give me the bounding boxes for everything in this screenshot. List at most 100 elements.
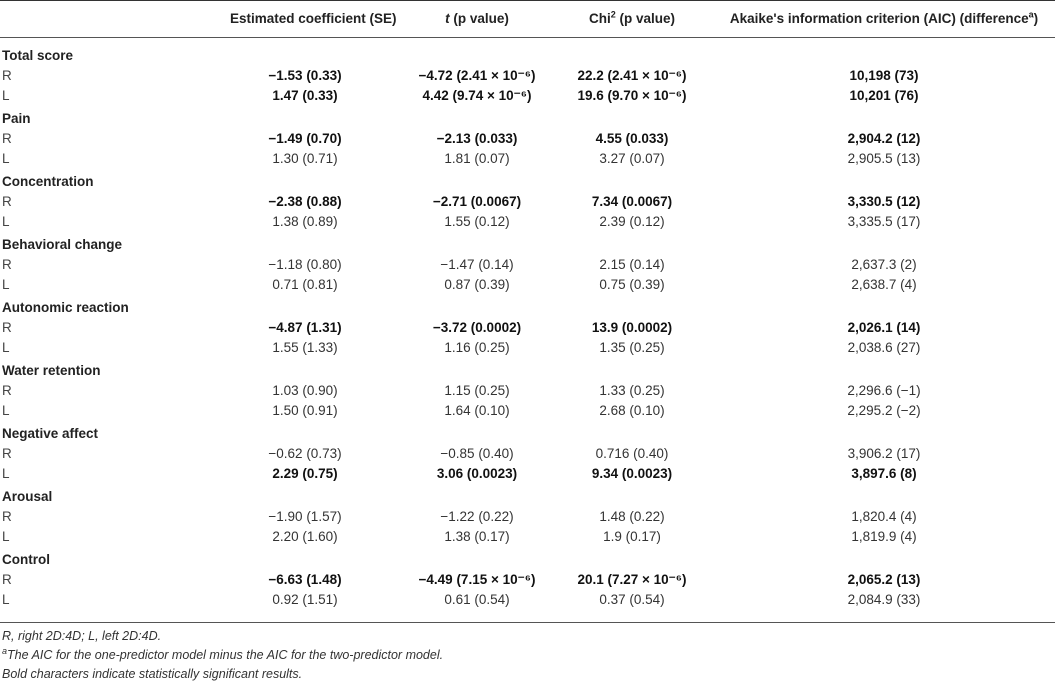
header-chi-pre: Chi <box>588 11 611 26</box>
section-title: Control <box>2 552 50 567</box>
chi-square-cell: 9.34 (0.0023) <box>591 466 673 481</box>
aic-cell: 2,038.6 (27) <box>847 340 921 355</box>
header-chi-sup: 2 <box>610 9 616 20</box>
aic-cell: 2,026.1 (14) <box>847 320 921 335</box>
coefficient-cell: −1.49 (0.70) <box>268 131 342 146</box>
section-title: Concentration <box>2 174 94 189</box>
coefficient-cell: −6.63 (1.48) <box>268 572 342 587</box>
coefficient-cell: −1.53 (0.33) <box>268 68 342 83</box>
coefficient-cell: 1.55 (1.33) <box>272 340 338 355</box>
row-label: R <box>2 194 12 209</box>
chi-square-cell: 1.33 (0.25) <box>599 383 665 398</box>
row-label: L <box>2 151 10 166</box>
aic-cell: 10,198 (73) <box>849 68 919 83</box>
row-label: R <box>2 131 12 146</box>
t-value-cell: 1.38 (0.17) <box>444 529 510 544</box>
table-bottom-rule <box>0 622 1055 623</box>
chi-square-cell: 2.15 (0.14) <box>599 257 665 272</box>
header-chi-post: (p value) <box>615 11 676 26</box>
aic-cell: 1,820.4 (4) <box>851 509 917 524</box>
aic-cell: 1,819.9 (4) <box>851 529 917 544</box>
aic-cell: 2,638.7 (4) <box>851 277 917 292</box>
row-label: R <box>2 446 12 461</box>
chi-square-cell: 22.2 (2.41 × 10⁻⁶) <box>577 68 687 83</box>
section-title: Behavioral change <box>2 237 123 252</box>
aic-cell: 2,296.6 (−1) <box>847 383 921 398</box>
coefficient-cell: −1.18 (0.80) <box>268 257 342 272</box>
row-label: R <box>2 509 12 524</box>
header-t-rest: (p value) <box>449 11 509 26</box>
chi-square-cell: 2.39 (0.12) <box>599 214 665 229</box>
header-aic: Akaike's information criterion (AIC) (di… <box>713 10 1055 28</box>
row-label: L <box>2 529 10 544</box>
row-label: R <box>2 383 12 398</box>
table-top-rule <box>0 0 1055 1</box>
t-value-cell: 4.42 (9.74 × 10⁻⁶) <box>422 88 532 103</box>
aic-cell: 2,904.2 (12) <box>847 131 921 146</box>
chi-square-cell: 4.55 (0.033) <box>595 131 669 146</box>
row-label: L <box>2 88 10 103</box>
chi-square-cell: 2.68 (0.10) <box>599 403 665 418</box>
coefficient-cell: −0.62 (0.73) <box>268 446 342 461</box>
t-value-cell: −2.13 (0.033) <box>436 131 518 146</box>
chi-square-cell: 20.1 (7.27 × 10⁻⁶) <box>577 572 687 587</box>
row-label: R <box>2 68 12 83</box>
header-rule <box>0 37 1055 38</box>
row-label: R <box>2 572 12 587</box>
t-value-cell: 0.87 (0.39) <box>444 277 510 292</box>
row-label: L <box>2 277 10 292</box>
coefficient-cell: 1.03 (0.90) <box>272 383 338 398</box>
chi-square-cell: 1.48 (0.22) <box>599 509 665 524</box>
t-value-cell: −4.49 (7.15 × 10⁻⁶) <box>418 572 536 587</box>
coefficient-cell: 1.38 (0.89) <box>272 214 338 229</box>
section-title: Pain <box>2 111 31 126</box>
aic-cell: 2,295.2 (−2) <box>847 403 921 418</box>
coefficient-cell: 2.20 (1.60) <box>272 529 338 544</box>
header-estimated-coefficient: Estimated coefficient (SE) <box>230 11 397 26</box>
coefficient-cell: 0.71 (0.81) <box>272 277 338 292</box>
row-label: L <box>2 403 10 418</box>
row-label: R <box>2 257 12 272</box>
t-value-cell: −0.85 (0.40) <box>440 446 514 461</box>
header-aic-close: ) <box>1033 11 1039 26</box>
aic-cell: 2,084.9 (33) <box>847 592 921 607</box>
coefficient-cell: 1.47 (0.33) <box>272 88 338 103</box>
coefficient-cell: −1.90 (1.57) <box>268 509 342 524</box>
coefficient-cell: 1.50 (0.91) <box>272 403 338 418</box>
t-value-cell: 0.61 (0.54) <box>444 592 510 607</box>
t-value-cell: 1.15 (0.25) <box>444 383 510 398</box>
chi-square-cell: 1.35 (0.25) <box>599 340 665 355</box>
chi-square-cell: 13.9 (0.0002) <box>591 320 673 335</box>
header-chi-square: Chi2 (p value) <box>552 10 712 28</box>
t-value-cell: −4.72 (2.41 × 10⁻⁶) <box>418 68 536 83</box>
coefficient-cell: 2.29 (0.75) <box>272 466 338 481</box>
chi-square-cell: 0.37 (0.54) <box>599 592 665 607</box>
section-title: Water retention <box>2 363 101 378</box>
section-title: Negative affect <box>2 426 99 441</box>
t-value-cell: 1.64 (0.10) <box>444 403 510 418</box>
t-value-cell: −1.22 (0.22) <box>440 509 514 524</box>
aic-cell: 2,065.2 (13) <box>847 572 921 587</box>
coefficient-cell: −4.87 (1.31) <box>268 320 342 335</box>
section-title: Arousal <box>2 489 53 504</box>
aic-cell: 3,897.6 (8) <box>851 466 917 481</box>
coefficient-cell: 0.92 (1.51) <box>272 592 338 607</box>
aic-cell: 3,906.2 (17) <box>847 446 921 461</box>
t-value-cell: −2.71 (0.0067) <box>432 194 522 209</box>
header-t-symbol: t <box>445 11 450 26</box>
aic-cell: 3,335.5 (17) <box>847 214 921 229</box>
footnote-abbreviations: R, right 2D:4D; L, left 2D:4D. <box>2 629 162 643</box>
header-aic-sup: a <box>1028 9 1034 20</box>
row-label: L <box>2 214 10 229</box>
row-label: L <box>2 340 10 355</box>
t-value-cell: 3.06 (0.0023) <box>436 466 518 481</box>
chi-square-cell: 0.716 (0.40) <box>595 446 669 461</box>
section-title: Total score <box>2 48 74 63</box>
footnote-aic-sup: a <box>2 645 8 656</box>
chi-square-cell: 19.6 (9.70 × 10⁻⁶) <box>577 88 687 103</box>
aic-cell: 2,637.3 (2) <box>851 257 917 272</box>
chi-square-cell: 1.9 (0.17) <box>603 529 661 544</box>
aic-cell: 2,905.5 (13) <box>847 151 921 166</box>
row-label: R <box>2 320 12 335</box>
